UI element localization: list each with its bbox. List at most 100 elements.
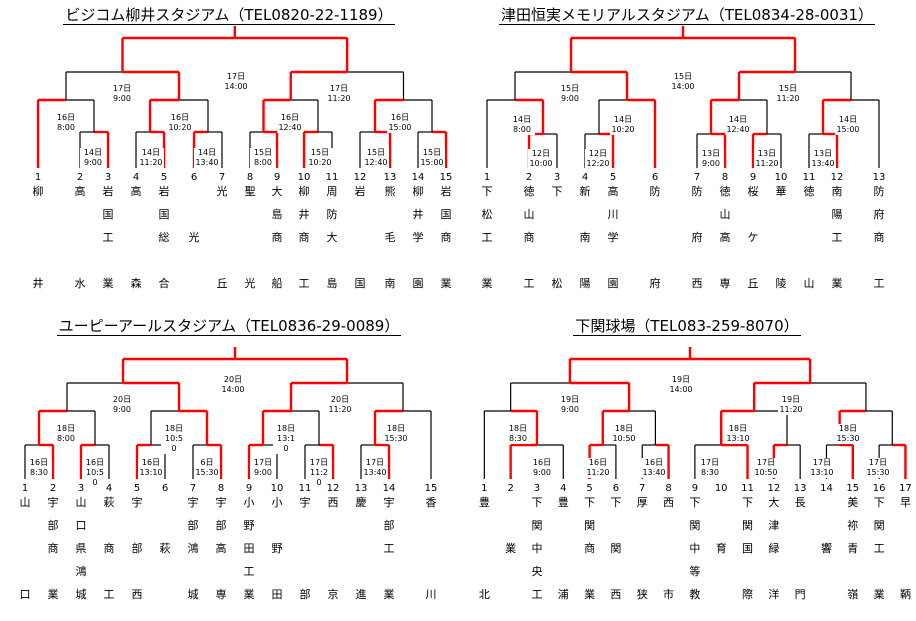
team-name-char: 府 — [649, 277, 661, 290]
game-time-label: 18日 10:5 0 — [161, 424, 187, 454]
game-time-label: 14日 10:20 — [610, 115, 636, 135]
team-name-char: 中 — [689, 542, 701, 555]
team-name-char: 工 — [481, 231, 493, 244]
team-name-char: 下 — [551, 185, 563, 198]
game-time-label: 16日 13:40 — [641, 458, 667, 478]
team-name-char: 業 — [831, 277, 843, 290]
team-name-char: 北 — [478, 588, 490, 601]
team-name-char: 川 — [607, 208, 619, 221]
team-seed-number: 11 — [802, 172, 816, 183]
team-name-char: 南 — [831, 185, 843, 198]
team-seed-number: 5 — [133, 483, 141, 494]
team-name-char: 商 — [523, 231, 535, 244]
team-seed-number: 8 — [246, 172, 254, 183]
team-name-char: 高 — [215, 542, 227, 555]
team-name-char: ケ — [747, 231, 759, 244]
game-time-label: 12日 12:20 — [585, 149, 611, 169]
team-name-char: 総 — [158, 231, 170, 244]
team-name-char: 府 — [873, 208, 885, 221]
team-name-char: 関 — [742, 519, 754, 532]
team-seed-number: 1 — [483, 172, 491, 183]
team-name-char: 下 — [584, 496, 596, 509]
team-name-char: 光 — [188, 231, 200, 244]
game-time-label: 17日 10:50 — [753, 458, 779, 478]
team-name-char: 国 — [354, 277, 366, 290]
bracket-lines — [486, 26, 880, 168]
game-time-label: 17日 15:30 — [865, 458, 891, 478]
game-time-label: 17日 9:00 — [250, 458, 276, 478]
team-name-char: 下 — [531, 496, 543, 509]
team-name-char: 青 — [847, 542, 859, 555]
team-name-char: 府 — [691, 231, 703, 244]
team-name-char: 山 — [803, 277, 815, 290]
team-name-char: 学 — [412, 231, 424, 244]
team-name-char: 業 — [47, 588, 59, 601]
team-seed-number: 7 — [639, 483, 646, 494]
team-seed-number: 4 — [581, 172, 589, 183]
team-name-char: 下 — [689, 496, 701, 509]
game-time-label: 17日 14:00 — [223, 72, 249, 92]
team-name-char: 井 — [32, 277, 44, 290]
team-name-char: 鞆 — [899, 588, 911, 601]
team-seed-number: 1 — [21, 483, 29, 494]
team-name-char: 岩 — [354, 185, 366, 198]
team-seed-number: 12 — [830, 172, 844, 183]
team-name-char: 新 — [579, 185, 591, 198]
team-name-char: 部 — [187, 519, 199, 532]
game-time-label: 15日 10:20 — [307, 148, 333, 168]
team-name-char: 陽 — [831, 208, 843, 221]
game-time-label: 18日 10:50 — [611, 424, 637, 444]
game-time-label: 14日 13:40 — [194, 148, 220, 168]
team-name-char: 国 — [158, 208, 170, 221]
team-name-char: 周 — [326, 185, 338, 198]
team-name-char: 慶 — [355, 496, 367, 509]
team-seed-number: 11 — [741, 483, 754, 494]
team-name-char: 工 — [298, 277, 310, 290]
team-seed-number: 11 — [298, 483, 312, 494]
team-name-char: 園 — [412, 277, 424, 290]
team-name-char: 川 — [425, 588, 437, 601]
team-seed-number: 2 — [525, 172, 533, 183]
game-time-label: 19日 14:00 — [668, 375, 694, 395]
team-name-char: 商 — [103, 542, 115, 555]
game-time-label: 16日 11:20 — [585, 458, 611, 478]
team-seed-number: 13 — [872, 172, 886, 183]
team-seed-number: 2 — [507, 483, 514, 494]
team-name-char: 城 — [187, 588, 199, 601]
team-name-char: 業 — [440, 277, 452, 290]
bracket-upr: ユーピーアールスタジアム（TEL0836-29-0089） 16日 8:30 16… — [0, 311, 458, 621]
game-time-label: 16日 10:20 — [167, 113, 193, 133]
team-seed-number: 5 — [160, 172, 168, 183]
team-seed-number: 16 — [872, 483, 886, 494]
team-seed-number: 3 — [553, 172, 561, 183]
team-name-char: 商 — [873, 231, 885, 244]
team-name-char: 央 — [531, 565, 543, 578]
team-name-char: 光 — [244, 277, 256, 290]
team-seed-number: 8 — [665, 483, 672, 494]
game-time-label: 17日 11:20 — [326, 84, 352, 104]
team-name-char: 口 — [75, 519, 87, 532]
team-name-char: 部 — [131, 542, 143, 555]
team-name-char: 業 — [505, 542, 517, 555]
team-seed-number: 11 — [325, 172, 339, 183]
game-time-label: 13日 13:40 — [810, 149, 836, 169]
team-name-char: 業 — [243, 588, 255, 601]
team-name-char: 業 — [873, 588, 885, 601]
team-name-char: 西 — [610, 588, 622, 601]
game-time-label: 18日 13:1 0 — [273, 424, 299, 454]
team-name-char: 豊 — [478, 496, 490, 509]
team-name-char: 西 — [663, 496, 675, 509]
team-name-char: 国 — [742, 542, 754, 555]
team-name-char: 小 — [271, 496, 283, 509]
game-time-label: 15日 15:00 — [419, 148, 445, 168]
team-name-char: 中 — [531, 542, 543, 555]
team-name-char: 門 — [794, 588, 806, 601]
team-name-char: 下 — [481, 185, 493, 198]
team-name-char: 教 — [689, 588, 701, 601]
team-name-char: 工 — [873, 277, 885, 290]
team-name-char: 鴻 — [187, 542, 199, 555]
team-seed-number: 9 — [691, 483, 699, 494]
team-seed-number: 6 — [161, 483, 169, 494]
team-name-char: 京 — [327, 588, 339, 601]
team-name-char: 松 — [551, 277, 563, 290]
